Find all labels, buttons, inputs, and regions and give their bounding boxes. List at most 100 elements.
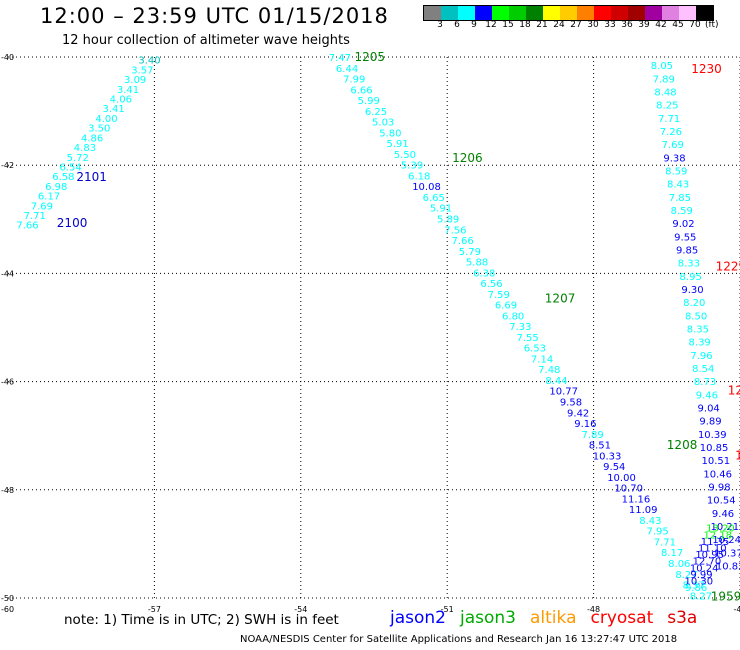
- note-text: note: 1) Time is in UTC; 2) SWH is in fe…: [64, 612, 339, 628]
- legend-swatch: [424, 6, 441, 20]
- wave-height-value: 11.10: [698, 544, 727, 555]
- wave-height-value: 5.91: [386, 139, 408, 150]
- wave-height-value: 6.38: [473, 268, 495, 279]
- satellite-track: 8.05 7.89 8.48 8.25 7.71 7.26 7.69 9.38 8.59 8.43…: [651, 61, 740, 572]
- legend-swatch: [696, 6, 713, 20]
- wave-height-value: 9.46: [696, 390, 718, 401]
- wave-height-value: 7.71: [654, 537, 676, 548]
- map-title: 12:00 – 23:59 UTC 01/15/2018: [40, 4, 389, 28]
- lat-tick-label: -48: [1, 486, 14, 495]
- wave-height-value: 7.33: [509, 322, 531, 333]
- wave-height-value: 9.04: [698, 404, 720, 415]
- legend-bin-label: 33: [604, 20, 616, 30]
- lat-tick-label: -42: [1, 161, 14, 170]
- legend-swatch: [611, 6, 628, 20]
- wave-height-value: 6.54: [59, 162, 81, 173]
- legend-bin-label: 6: [454, 20, 460, 30]
- wave-height-value: 6.17: [38, 192, 60, 203]
- wave-height-value: 8.95: [680, 272, 702, 283]
- legend-bin-label: 30: [587, 20, 599, 30]
- wave-height-value: 9.46: [712, 509, 734, 520]
- wave-height-value: 5.72: [67, 153, 89, 164]
- legend-bin-label: 24: [553, 20, 565, 30]
- legend-bin-label: 70: [689, 20, 701, 30]
- legend-bin-label: 45: [672, 20, 684, 30]
- lat-tick-label: -44: [1, 269, 14, 278]
- wave-height-value: 9.99: [690, 570, 712, 581]
- wave-height-value: 6.44: [336, 64, 358, 75]
- wave-height-value: 9.54: [603, 462, 625, 473]
- wave-height-value: 7.89: [653, 74, 675, 85]
- wave-height-value: 8.33: [678, 259, 700, 270]
- wave-height-value: 10.77: [549, 387, 578, 398]
- wave-height-value: 8.20: [683, 298, 705, 309]
- satellite-track: 3.403.573.093.414.063.414.003.504.864.83…: [16, 56, 160, 232]
- wave-height-value: 8.06: [668, 559, 690, 570]
- lon-tick-label: -45: [733, 605, 740, 614]
- wave-height-value: 7.69: [31, 201, 53, 212]
- wave-height-value: 7.48: [538, 365, 560, 376]
- satellite-legend-item: cryosat: [590, 608, 654, 628]
- wave-height-value: 3.40: [138, 56, 160, 67]
- legend-swatch: [645, 6, 662, 20]
- wave-height-value: 8.27: [690, 591, 712, 602]
- wave-height-value: 6.58: [52, 172, 74, 183]
- legend-swatch: [458, 6, 475, 20]
- legend-bin-label: 36: [621, 20, 633, 30]
- wave-height-value: 5.03: [372, 118, 394, 129]
- wave-height-value: 8.51: [589, 441, 611, 452]
- legend-swatch: [492, 6, 509, 20]
- wave-height-value: 7.26: [660, 127, 682, 138]
- wave-height-value: 8.59: [665, 166, 687, 177]
- wave-height-value: 7.66: [16, 221, 38, 232]
- wave-height-value: 5.91: [430, 204, 452, 215]
- wave-height-value: 6.65: [423, 193, 445, 204]
- legend-swatch: [475, 6, 492, 20]
- lon-tick-label: -51: [441, 605, 454, 614]
- pass-time-label: 122: [728, 384, 740, 398]
- pass-time-label: 1208: [667, 438, 698, 452]
- wave-height-value: 4.83: [74, 143, 96, 154]
- satellite-track: 13.2012.1811.3511.1010.9512.7010.249.991…: [684, 524, 734, 595]
- wave-height-value: 6.66: [350, 85, 372, 96]
- legend-bin-label: 12: [485, 20, 497, 30]
- legend-swatch: [577, 6, 594, 20]
- wave-height-value: 3.41: [103, 104, 125, 115]
- wave-height-value: 8.73: [694, 377, 716, 388]
- wave-height-value: 7.71: [24, 211, 46, 222]
- satellite-legend-item: jason2: [390, 608, 446, 628]
- wave-height-value: 9.55: [674, 232, 696, 243]
- wave-height-value: 12.70: [693, 557, 722, 568]
- wave-height-value: 7.59: [488, 290, 510, 301]
- satellite-tracks: 3.403.573.093.414.063.414.003.504.864.83…: [16, 50, 740, 603]
- wave-height-value: 10.24: [690, 563, 719, 574]
- wave-height-value: 7.47: [329, 53, 351, 64]
- wave-height-value: 6.18: [408, 171, 430, 182]
- wave-height-value: 9.38: [663, 153, 685, 164]
- wave-height-value: 12.18: [703, 530, 732, 541]
- wave-height-value: 8.48: [654, 87, 676, 98]
- pass-time-label: 1229: [716, 259, 740, 273]
- legend-swatch: [526, 6, 543, 20]
- wave-height-value: 10.08: [412, 182, 441, 193]
- wave-height-value: 8.43: [639, 516, 661, 527]
- wave-height-value: 7.56: [444, 225, 466, 236]
- wave-height-value: 10.85: [700, 443, 729, 454]
- wave-height-value: 8.17: [661, 548, 683, 559]
- pass-time-label: 1230: [691, 62, 722, 76]
- wave-height-value: 8.43: [667, 180, 689, 191]
- wave-height-value: 10.37: [714, 548, 740, 559]
- wave-height-value: 5.88: [466, 258, 488, 269]
- wave-height-value: 10.21: [711, 522, 740, 533]
- wave-height-value: 10.46: [703, 469, 732, 480]
- wave-height-value: 10.00: [607, 473, 636, 484]
- lat-tick-label: -46: [1, 378, 14, 387]
- wave-height-value: 10.51: [702, 456, 731, 467]
- wave-height-value: 4.86: [81, 133, 103, 144]
- legend-bin-label: 3: [437, 20, 443, 30]
- wave-height-value: 8.39: [689, 338, 711, 349]
- wave-height-value: 13.20: [706, 524, 735, 535]
- wave-height-value: 7.89: [581, 430, 603, 441]
- wave-height-value: 9.85: [676, 245, 698, 256]
- wave-height-value: 8.25: [656, 101, 678, 112]
